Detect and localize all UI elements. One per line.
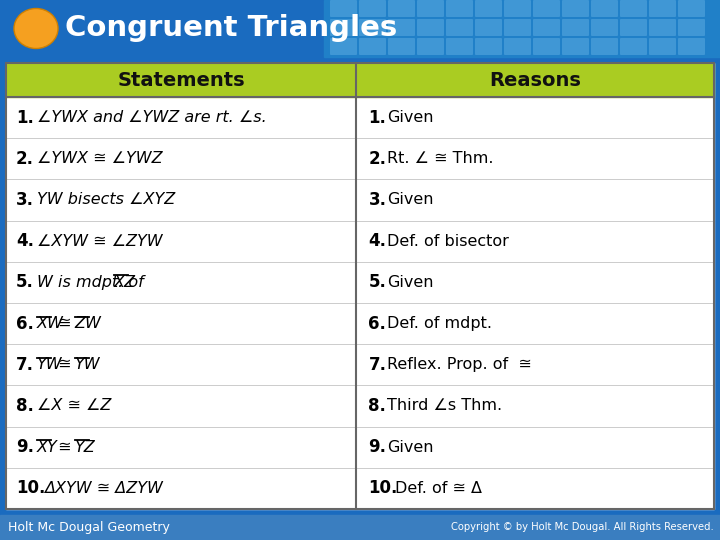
Text: 1.: 1.	[369, 109, 387, 126]
Text: ≅: ≅	[53, 357, 77, 372]
FancyBboxPatch shape	[591, 38, 618, 55]
FancyBboxPatch shape	[649, 0, 676, 17]
Text: Given: Given	[387, 275, 434, 290]
Text: 5.: 5.	[16, 273, 34, 292]
Text: 6.: 6.	[16, 315, 34, 333]
Text: ZW: ZW	[75, 316, 102, 331]
Text: 7.: 7.	[16, 356, 34, 374]
Text: Congruent Triangles: Congruent Triangles	[65, 15, 397, 43]
FancyBboxPatch shape	[649, 38, 676, 55]
FancyBboxPatch shape	[533, 0, 560, 17]
FancyBboxPatch shape	[417, 38, 444, 55]
Text: XY: XY	[37, 440, 58, 455]
Text: 2.: 2.	[369, 150, 387, 168]
FancyBboxPatch shape	[475, 19, 502, 36]
Text: 4.: 4.	[369, 232, 387, 250]
FancyBboxPatch shape	[388, 38, 415, 55]
Text: ΔXYW ≅ ΔZYW: ΔXYW ≅ ΔZYW	[45, 481, 163, 496]
Text: 9.: 9.	[369, 438, 387, 456]
Text: Statements: Statements	[117, 71, 245, 90]
Text: YW bisects ∠XYZ: YW bisects ∠XYZ	[37, 192, 175, 207]
Text: Given: Given	[387, 110, 434, 125]
Bar	[324, 0, 720, 57]
FancyBboxPatch shape	[446, 38, 473, 55]
FancyBboxPatch shape	[678, 38, 705, 55]
FancyBboxPatch shape	[649, 19, 676, 36]
FancyBboxPatch shape	[620, 19, 647, 36]
Text: YZ: YZ	[75, 440, 95, 455]
FancyBboxPatch shape	[330, 0, 357, 17]
Text: 8.: 8.	[369, 397, 387, 415]
Text: Def. of bisector: Def. of bisector	[387, 234, 509, 249]
FancyBboxPatch shape	[620, 0, 647, 17]
Text: ≅: ≅	[53, 440, 77, 455]
FancyBboxPatch shape	[475, 38, 502, 55]
FancyBboxPatch shape	[475, 0, 502, 17]
Text: 8.: 8.	[16, 397, 34, 415]
Text: 10.: 10.	[369, 480, 398, 497]
Text: Reflex. Prop. of  ≅: Reflex. Prop. of ≅	[387, 357, 532, 372]
FancyBboxPatch shape	[562, 0, 589, 17]
Text: 7.: 7.	[369, 356, 387, 374]
Text: 10.: 10.	[16, 480, 45, 497]
Bar	[0, 0, 720, 57]
Text: 3.: 3.	[369, 191, 387, 209]
FancyBboxPatch shape	[562, 19, 589, 36]
FancyBboxPatch shape	[446, 19, 473, 36]
Text: Rt. ∠ ≅ Thm.: Rt. ∠ ≅ Thm.	[387, 151, 494, 166]
FancyBboxPatch shape	[330, 38, 357, 55]
FancyBboxPatch shape	[678, 0, 705, 17]
Text: ∠XYW ≅ ∠ZYW: ∠XYW ≅ ∠ZYW	[37, 234, 163, 249]
Text: 5.: 5.	[369, 273, 387, 292]
Text: Third ∠s Thm.: Third ∠s Thm.	[387, 399, 503, 414]
Text: 3.: 3.	[16, 191, 34, 209]
Text: YW: YW	[37, 357, 63, 372]
Text: 6.: 6.	[369, 315, 387, 333]
Bar	[6, 63, 714, 509]
Text: W is mdpt. of: W is mdpt. of	[37, 275, 149, 290]
Text: Given: Given	[387, 192, 434, 207]
Bar	[6, 63, 714, 509]
FancyBboxPatch shape	[388, 0, 415, 17]
Text: 4.: 4.	[16, 232, 34, 250]
FancyBboxPatch shape	[591, 19, 618, 36]
Text: ∠X ≅ ∠Z: ∠X ≅ ∠Z	[37, 399, 112, 414]
FancyBboxPatch shape	[417, 0, 444, 17]
Text: Reasons: Reasons	[490, 71, 581, 90]
Text: 9.: 9.	[16, 438, 34, 456]
Text: XZ: XZ	[114, 275, 135, 290]
Text: 2.: 2.	[16, 150, 34, 168]
Text: Def. of ≅ Δ: Def. of ≅ Δ	[395, 481, 482, 496]
Bar	[356, 63, 714, 97]
Text: ≅: ≅	[53, 316, 77, 331]
FancyBboxPatch shape	[562, 38, 589, 55]
Text: XW: XW	[37, 316, 64, 331]
FancyBboxPatch shape	[388, 19, 415, 36]
Text: ∠YWX and ∠YWZ are rt. ∠s.: ∠YWX and ∠YWZ are rt. ∠s.	[37, 110, 266, 125]
FancyBboxPatch shape	[359, 19, 386, 36]
FancyBboxPatch shape	[504, 19, 531, 36]
FancyBboxPatch shape	[417, 19, 444, 36]
FancyBboxPatch shape	[678, 19, 705, 36]
FancyBboxPatch shape	[504, 0, 531, 17]
Text: YW: YW	[75, 357, 100, 372]
FancyBboxPatch shape	[359, 38, 386, 55]
FancyBboxPatch shape	[504, 38, 531, 55]
FancyBboxPatch shape	[446, 0, 473, 17]
Bar	[0, 515, 720, 540]
Text: Copyright © by Holt Mc Dougal. All Rights Reserved.: Copyright © by Holt Mc Dougal. All Right…	[451, 523, 714, 532]
Text: Holt Mc Dougal Geometry: Holt Mc Dougal Geometry	[8, 521, 170, 534]
Text: Given: Given	[387, 440, 434, 455]
Text: Def. of mdpt.: Def. of mdpt.	[387, 316, 492, 331]
Bar	[6, 63, 356, 97]
FancyBboxPatch shape	[533, 38, 560, 55]
FancyBboxPatch shape	[330, 19, 357, 36]
Text: 1.: 1.	[16, 109, 34, 126]
FancyBboxPatch shape	[591, 0, 618, 17]
Ellipse shape	[14, 9, 58, 49]
Text: ∠YWX ≅ ∠YWZ: ∠YWX ≅ ∠YWZ	[37, 151, 163, 166]
FancyBboxPatch shape	[359, 0, 386, 17]
FancyBboxPatch shape	[533, 19, 560, 36]
FancyBboxPatch shape	[620, 38, 647, 55]
